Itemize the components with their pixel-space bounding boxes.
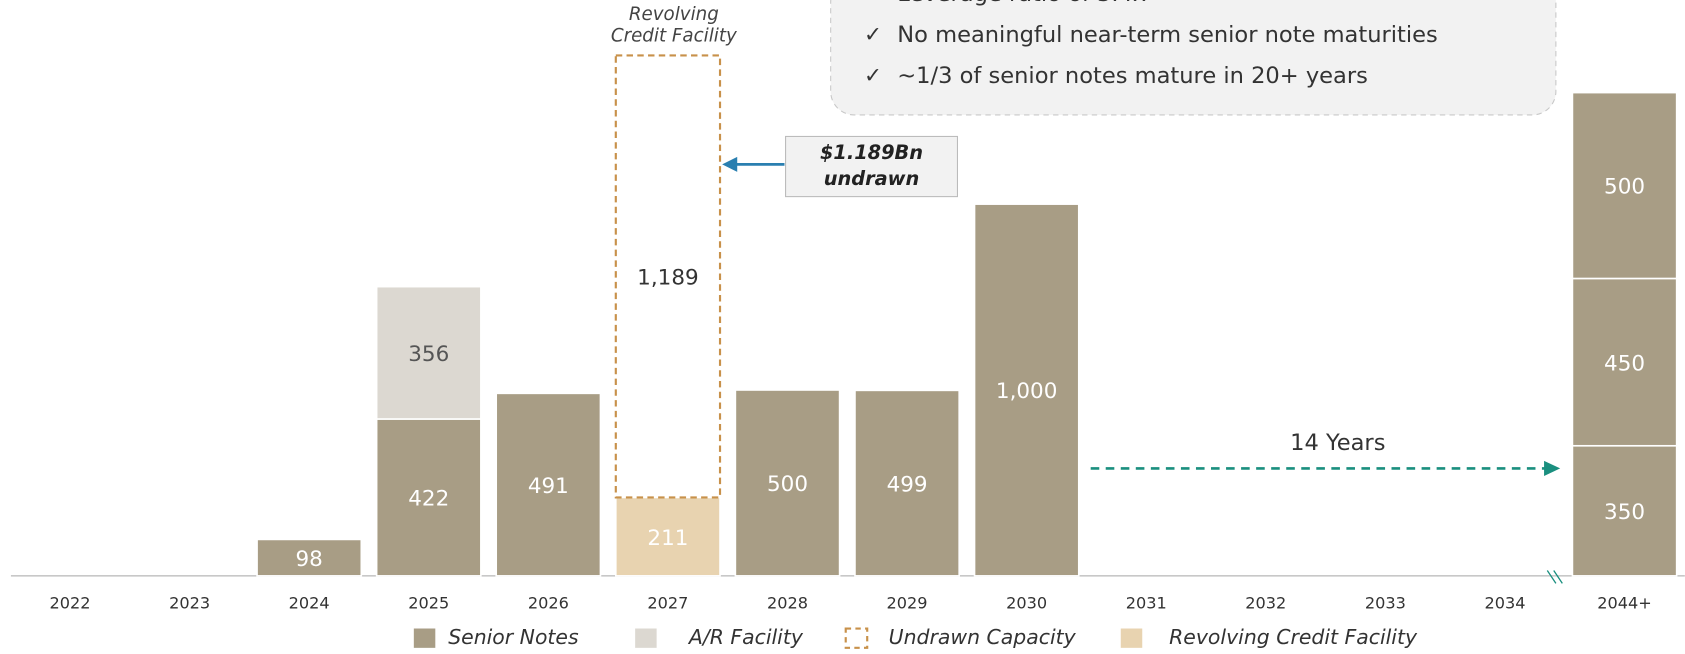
data-label: 1,189 (637, 266, 698, 291)
bar-segment (734, 389, 841, 577)
x-tick-label: 2027 (647, 593, 688, 612)
legend-label: Senior Notes (448, 625, 579, 649)
data-label: 450 (1604, 351, 1645, 376)
x-tick-label: 2025 (408, 593, 449, 612)
legend-marker (635, 628, 657, 648)
x-tick-label: 2034 (1484, 593, 1525, 612)
data-label: 422 (408, 487, 449, 512)
span-label: 14 Years (1290, 430, 1385, 456)
legend-marker (844, 627, 869, 649)
check: ✓ (864, 63, 882, 88)
span-arrowhead (1544, 460, 1561, 476)
legend-marker (1120, 628, 1143, 648)
x-tick-label: 2022 (50, 593, 91, 612)
x-tick-label: 2032 (1245, 593, 1286, 612)
callout-arrowhead (722, 156, 738, 172)
highlights: ✓ Leverage ratio of 3.4x ✓ No meaningful ne… (864, 0, 1438, 89)
x-tick-label: 2024 (289, 593, 330, 612)
break-line (1546, 570, 1557, 584)
highlight: No meaningful near-term senior note matu… (897, 22, 1438, 48)
bar-segment (1571, 444, 1678, 577)
x-tick-label: 2028 (767, 593, 808, 612)
data-label: 499 (887, 472, 928, 497)
bar-segment (495, 392, 602, 577)
bar-segment (973, 203, 1080, 577)
legend-marker (413, 628, 436, 648)
highlight-box (830, 0, 1557, 116)
data-label: 1,000 (996, 379, 1057, 404)
data-label: 211 (647, 526, 688, 551)
data-label: 500 (1604, 175, 1645, 200)
revolver-title: Revolving (629, 4, 719, 25)
x-tick-label: 2023 (169, 593, 210, 612)
data-label: 98 (296, 547, 323, 572)
bar-segment (1571, 277, 1678, 447)
data-label: 491 (528, 474, 569, 499)
x-tick-label: 2026 (528, 593, 569, 612)
axis-break (1546, 570, 1563, 584)
callout-text: $1.189Bn (820, 141, 923, 164)
legend-label: Undrawn Capacity (889, 625, 1077, 649)
callout-box (785, 135, 958, 198)
bar-segment (854, 389, 960, 577)
check: ✓ (864, 22, 882, 47)
legend-label: A/R Facility (687, 625, 804, 649)
highlight: ~1/3 of senior notes mature in 20+ years (897, 63, 1368, 89)
bar-segment (375, 285, 482, 420)
data-label: 350 (1604, 500, 1645, 525)
bar-segment (1571, 91, 1678, 280)
callout-text: undrawn (824, 167, 920, 190)
bar-segment (375, 418, 482, 577)
x-tick-label: 2029 (887, 593, 928, 612)
break-line (1553, 570, 1563, 584)
x-tick-label: 2033 (1365, 593, 1406, 612)
data-label: 356 (408, 342, 449, 367)
data-label: 500 (767, 472, 808, 497)
revolver-title: Credit Facility (611, 26, 737, 47)
bar-segment (614, 54, 722, 499)
x-tick-label: 2044+ (1597, 593, 1652, 612)
check: ✓ (864, 0, 882, 7)
bar-segment (615, 496, 721, 577)
highlight: Leverage ratio of 3.4x (897, 0, 1146, 7)
x-tick-label: 2031 (1126, 593, 1167, 612)
bar-segment (256, 538, 363, 577)
x-tick-label: 2030 (1006, 593, 1047, 612)
legend-label: Revolving Credit Facility (1169, 625, 1418, 649)
